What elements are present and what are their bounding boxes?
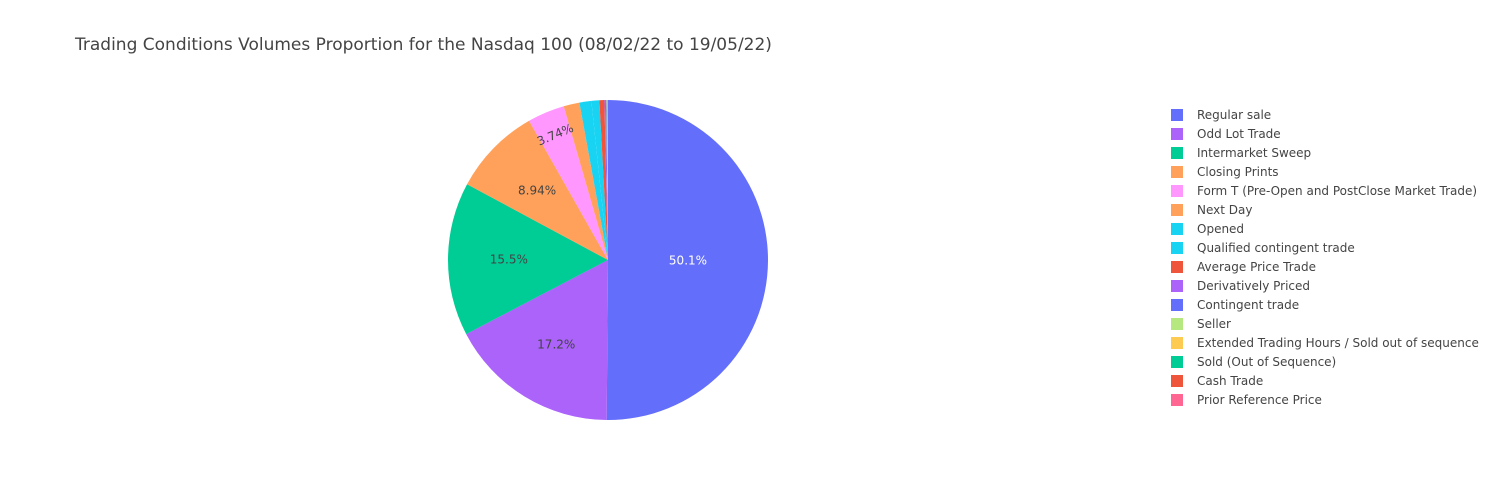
pie-slice-odd-lot-trade	[466, 260, 608, 420]
pie-slice-next-day	[563, 102, 608, 260]
pie-slice-regular-sale	[606, 100, 768, 420]
legend-label: Regular sale	[1197, 108, 1271, 122]
legend-item[interactable]: Closing Prints	[1171, 165, 1279, 179]
legend-item[interactable]: Seller	[1171, 317, 1231, 331]
legend-swatch	[1171, 166, 1183, 178]
pie-percent-label: 15.5%	[490, 252, 528, 266]
pie-percent-label: 50.1%	[669, 253, 707, 267]
legend-swatch	[1171, 280, 1183, 292]
legend-item[interactable]: Form T (Pre-Open and PostClose Market Tr…	[1171, 184, 1477, 198]
legend-label: Sold (Out of Sequence)	[1197, 355, 1336, 369]
legend-label: Extended Trading Hours / Sold out of seq…	[1197, 336, 1479, 350]
legend-label: Qualified contingent trade	[1197, 241, 1355, 255]
legend-item[interactable]: Extended Trading Hours / Sold out of seq…	[1171, 336, 1479, 350]
legend-label: Intermarket Sweep	[1197, 146, 1311, 160]
legend-item[interactable]: Opened	[1171, 222, 1244, 236]
legend-item[interactable]: Contingent trade	[1171, 298, 1299, 312]
legend-swatch	[1171, 356, 1183, 368]
pie-slice-qualified-contingent-trade	[591, 100, 608, 260]
legend-swatch	[1171, 337, 1183, 349]
legend-swatch	[1171, 185, 1183, 197]
pie-slice-closing-prints	[467, 120, 608, 261]
pie-percent-label: 17.2%	[537, 338, 575, 352]
pie-slice-intermarket-sweep	[448, 184, 608, 335]
legend-swatch	[1171, 261, 1183, 273]
legend-label: Next Day	[1197, 203, 1252, 217]
legend-item[interactable]: Qualified contingent trade	[1171, 241, 1355, 255]
legend-swatch	[1171, 109, 1183, 121]
legend-item[interactable]: Next Day	[1171, 203, 1252, 217]
pie-slice-extended-trading-hours-sold-out-of-sequence	[606, 100, 608, 261]
legend-label: Prior Reference Price	[1197, 393, 1322, 407]
pie-slice-contingent-trade	[605, 100, 608, 261]
legend-item[interactable]: Sold (Out of Sequence)	[1171, 355, 1336, 369]
legend-label: Cash Trade	[1197, 374, 1263, 388]
legend-label: Closing Prints	[1197, 165, 1279, 179]
legend-label: Average Price Trade	[1197, 260, 1316, 274]
legend-label: Derivatively Priced	[1197, 279, 1310, 293]
legend-swatch	[1171, 147, 1183, 159]
legend[interactable]: Regular sale Odd Lot Trade Intermarket Swe…	[1171, 108, 1479, 407]
legend-swatch	[1171, 128, 1183, 140]
legend-item[interactable]: Average Price Trade	[1171, 260, 1316, 274]
pie-percent-label: 8.94%	[518, 184, 556, 198]
legend-item[interactable]: Intermarket Sweep	[1171, 146, 1311, 160]
pie-slice-form-t-pre-open-and-postclose-market-trade	[529, 106, 608, 261]
pie-slice-seller	[606, 100, 608, 261]
legend-label: Contingent trade	[1197, 298, 1299, 312]
legend-swatch	[1171, 375, 1183, 387]
legend-swatch	[1171, 223, 1183, 235]
legend-label: Form T (Pre-Open and PostClose Market Tr…	[1197, 184, 1477, 198]
pie-slice-derivatively-priced	[604, 100, 608, 260]
legend-label: Seller	[1197, 317, 1231, 331]
pie-slices	[448, 100, 768, 420]
legend-item[interactable]: Cash Trade	[1171, 374, 1263, 388]
pie-slice-average-price-trade	[599, 100, 608, 260]
pie-slice-sold-out-of-sequence	[607, 100, 608, 261]
legend-item[interactable]: Derivatively Priced	[1171, 279, 1310, 293]
legend-swatch	[1171, 242, 1183, 254]
legend-item[interactable]: Odd Lot Trade	[1171, 127, 1281, 141]
legend-label: Odd Lot Trade	[1197, 127, 1281, 141]
legend-item[interactable]: Prior Reference Price	[1171, 393, 1322, 407]
legend-label: Opened	[1197, 222, 1244, 236]
legend-item[interactable]: Regular sale	[1171, 108, 1271, 122]
chart-title: Trading Conditions Volumes Proportion fo…	[74, 35, 772, 55]
legend-swatch	[1171, 318, 1183, 330]
legend-swatch	[1171, 394, 1183, 406]
legend-swatch	[1171, 299, 1183, 311]
pie-slice-opened	[579, 100, 608, 261]
legend-swatch	[1171, 204, 1183, 216]
